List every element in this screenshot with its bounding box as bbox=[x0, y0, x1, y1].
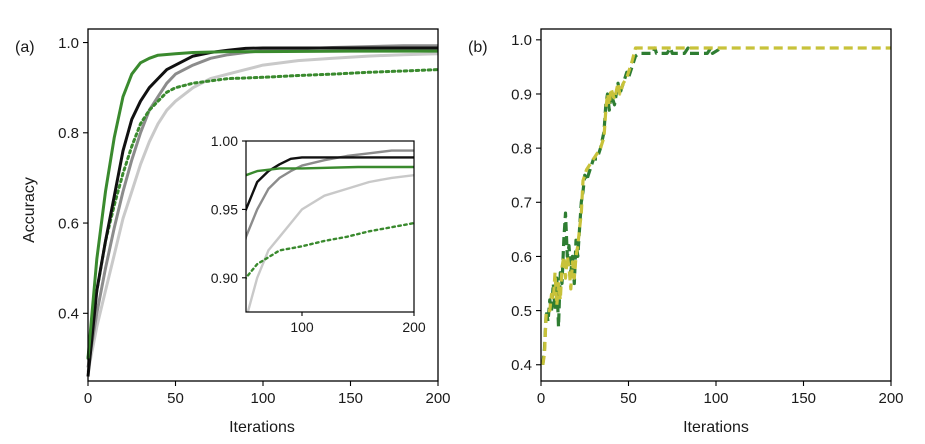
panel-a-inset-y-tick-label: 0.90 bbox=[211, 270, 238, 286]
panel-a-inset-frame bbox=[245, 140, 415, 313]
panel-a-y-tick-label: 1.0 bbox=[58, 35, 79, 52]
panel-a-inset-series-3-line bbox=[246, 221, 414, 281]
panel-b: (b) 0 50 100 150 200 0.4 0.5 0.6 0.7 0.8 0.9 1.0 It… bbox=[468, 28, 904, 436]
panel-b-series-2-line bbox=[541, 46, 891, 366]
panel-b-x-tick-label: 100 bbox=[703, 390, 728, 407]
panel-b-series-group bbox=[541, 46, 891, 366]
panel-a-x-tick-label: 150 bbox=[338, 390, 363, 407]
panel-b-y-tick-label: 0.4 bbox=[511, 357, 532, 374]
panel-a-series-3-line bbox=[86, 68, 440, 360]
panel-a-inset-y-tick-label: 1.00 bbox=[211, 133, 238, 149]
panel-b-y-tick-label: 0.7 bbox=[511, 195, 532, 212]
panel-a-series-5-line bbox=[86, 49, 438, 359]
panel-a-inset-ticks: 100 200 0.90 0.95 1.00 bbox=[211, 133, 426, 335]
panel-a-x-axis-label: Iterations bbox=[229, 419, 295, 436]
panel-b-x-tick-label: 150 bbox=[791, 390, 816, 407]
panel-b-x-axis-label: Iterations bbox=[683, 419, 749, 436]
panel-a-series-1-line bbox=[86, 52, 439, 373]
panel-a-ticks: 0 50 100 150 200 0.4 0.6 0.8 1.0 bbox=[58, 35, 450, 407]
panel-a-series-group bbox=[86, 44, 440, 377]
panel-a-x-tick-label: 200 bbox=[425, 390, 450, 407]
panel-b-y-tick-label: 0.9 bbox=[511, 86, 532, 103]
panel-b-x-tick-label: 0 bbox=[537, 390, 545, 407]
panel-a-x-tick-label: 50 bbox=[167, 390, 184, 407]
panel-b-x-tick-label: 50 bbox=[620, 390, 637, 407]
panel-a-inset-series-1-line bbox=[246, 174, 414, 312]
panel-b-x-tick-label: 200 bbox=[878, 390, 903, 407]
panel-b-axes-frame bbox=[540, 28, 892, 382]
panel-a-inset-series-4-line bbox=[246, 156, 414, 213]
panel-a-x-tick-label: 0 bbox=[84, 390, 92, 407]
panel-a-inset-x-tick-label: 100 bbox=[290, 319, 314, 335]
panel-b-series-1-line bbox=[541, 46, 723, 365]
panel-a-y-tick-label: 0.4 bbox=[58, 306, 79, 323]
panel-b-label: (b) bbox=[468, 39, 488, 56]
panel-a-y-tick-label: 0.8 bbox=[58, 125, 79, 142]
panel-a-label: (a) bbox=[15, 39, 35, 56]
panel-a-inset: 100 200 0.90 0.95 1.00 bbox=[211, 133, 426, 335]
panel-b-y-tick-label: 1.0 bbox=[511, 32, 532, 49]
panel-b-ticks: 0 50 100 150 200 0.4 0.5 0.6 0.7 0.8 0.9 1.0 bbox=[511, 32, 903, 407]
panel-a-y-axis-label: Accuracy bbox=[21, 177, 38, 243]
panel-b-y-tick-label: 0.6 bbox=[511, 249, 532, 266]
panel-b-y-tick-label: 0.5 bbox=[511, 303, 532, 320]
panel-a-inset-series-5-line bbox=[246, 165, 414, 177]
panel-a-series-4-line bbox=[86, 46, 438, 377]
panel-a-inset-series-group bbox=[246, 149, 414, 312]
panel-a-x-tick-label: 100 bbox=[250, 390, 275, 407]
panel-b-y-tick-label: 0.8 bbox=[511, 141, 532, 158]
panel-a-inset-x-tick-label: 200 bbox=[402, 319, 426, 335]
panel-a-y-tick-label: 0.6 bbox=[58, 215, 79, 232]
panel-a-inset-y-tick-label: 0.95 bbox=[211, 201, 238, 217]
